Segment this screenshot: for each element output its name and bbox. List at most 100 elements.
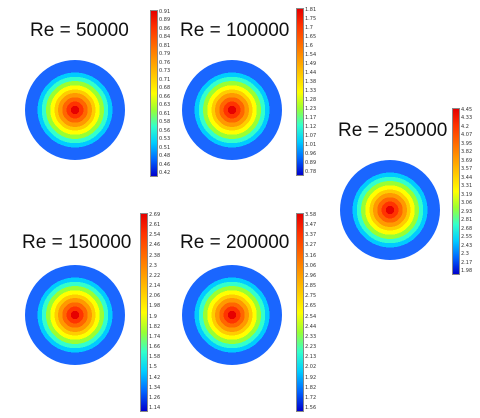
colorbar-tick-label: 1.07 — [305, 133, 317, 139]
colorbar-tick-label: 0.76 — [159, 59, 171, 66]
contour-disk-re-150000 — [25, 265, 125, 365]
colorbar-re-100000 — [296, 8, 304, 176]
colorbar-tick-label: 2.33 — [305, 333, 317, 340]
colorbar-tick-label: 3.58 — [305, 212, 317, 218]
colorbar-tick-label: 0.63 — [159, 102, 171, 109]
colorbar-tick-label: 2.17 — [461, 259, 473, 266]
colorbar-tick-label: 1.33 — [305, 88, 317, 94]
colorbar-tick-label: 0.61 — [159, 110, 171, 117]
contour-disk-re-250000 — [340, 160, 440, 260]
colorbar-tick-label: 1.01 — [305, 142, 317, 148]
colorbar-tick-label: 1.34 — [149, 384, 161, 391]
colorbar-tick-label: 1.66 — [149, 344, 161, 351]
colorbar-tick-label: 1.65 — [305, 34, 317, 40]
panel-label-re-50000: Re = 50000 — [30, 20, 129, 41]
colorbar-tick-label: 1.82 — [305, 384, 317, 391]
colorbar-tick-label: 1.92 — [305, 374, 317, 381]
colorbar-tick-label: 1.58 — [149, 354, 161, 361]
colorbar-tick-label: 2.54 — [149, 232, 161, 239]
colorbar-tick-label: 2.93 — [461, 208, 473, 215]
colorbar-tick-label: 1.54 — [305, 52, 317, 58]
colorbar-tick-label: 3.82 — [461, 149, 473, 156]
colorbar-tick-label: 1.82 — [149, 323, 161, 330]
colorbar-tick-label: 0.71 — [159, 76, 171, 83]
colorbar-tick-label: 1.23 — [305, 106, 317, 112]
colorbar-tick-label: 2.75 — [305, 293, 317, 300]
colorbar-tick-label: 3.69 — [461, 157, 473, 164]
panel-label-re-200000: Re = 200000 — [180, 232, 290, 253]
colorbar-tick-label: 3.19 — [461, 191, 473, 198]
colorbar-tick-label: 0.78 — [305, 169, 317, 175]
panel-label-re-100000: Re = 100000 — [180, 20, 290, 41]
colorbar-tick-label: 2.23 — [305, 344, 317, 351]
colorbar-tick-label: 1.81 — [305, 7, 317, 13]
colorbar-tick-label: 3.16 — [305, 252, 317, 259]
colorbar-tick-label: 0.66 — [159, 93, 171, 100]
colorbar-tick-label: 1.49 — [305, 61, 317, 67]
colorbar-tick-label: 2.06 — [149, 293, 161, 300]
colorbar-tick-label: 0.79 — [159, 51, 171, 58]
colorbar-tick-label: 3.31 — [461, 183, 473, 190]
colorbar-tick-label: 0.42 — [159, 170, 171, 176]
colorbar-tick-label: 3.95 — [461, 140, 473, 147]
colorbar-tick-label: 0.86 — [159, 25, 171, 32]
colorbar-tick-label: 0.53 — [159, 136, 171, 143]
colorbar-tick-label: 0.51 — [159, 144, 171, 151]
colorbar-re-150000 — [140, 213, 148, 412]
colorbar-tick-label: 2.81 — [461, 217, 473, 224]
colorbar-re-250000 — [452, 108, 460, 275]
colorbar-tick-label: 2.54 — [305, 313, 317, 320]
colorbar-tick-label: 4.2 — [461, 123, 469, 130]
colorbar-tick-label: 2.02 — [305, 364, 317, 371]
colorbar-tick-label: 2.14 — [149, 283, 161, 290]
colorbar-tick-label: 4.45 — [461, 107, 473, 113]
colorbar-tick-label: 2.68 — [461, 225, 473, 232]
colorbar-tick-label: 1.12 — [305, 124, 317, 130]
panel-label-re-250000: Re = 250000 — [338, 120, 448, 141]
colorbar-tick-label: 1.56 — [305, 405, 317, 411]
colorbar-tick-label: 0.84 — [159, 34, 171, 41]
colorbar-tick-label: 2.55 — [461, 234, 473, 241]
colorbar-tick-label: 1.98 — [149, 303, 161, 310]
colorbar-tick-label: 0.46 — [159, 161, 171, 168]
colorbar-tick-label: 1.26 — [149, 394, 161, 401]
colorbar-tick-label: 1.5 — [149, 364, 157, 371]
colorbar-tick-label: 0.68 — [159, 85, 171, 92]
colorbar-tick-label: 2.96 — [305, 272, 317, 279]
colorbar-tick-label: 1.28 — [305, 97, 317, 103]
colorbar-tick-label: 2.61 — [149, 222, 161, 229]
colorbar-tick-label: 1.38 — [305, 79, 317, 85]
colorbar-tick-label: 0.58 — [159, 119, 171, 126]
colorbar-tick-label: 3.06 — [461, 200, 473, 207]
colorbar-tick-label: 2.46 — [149, 242, 161, 249]
colorbar-tick-label: 1.44 — [305, 70, 317, 76]
colorbar-tick-label: 0.48 — [159, 153, 171, 160]
panel-label-re-150000: Re = 150000 — [22, 232, 132, 253]
colorbar-tick-label: 1.72 — [305, 394, 317, 401]
colorbar-tick-label: 4.33 — [461, 115, 473, 122]
colorbar-tick-label: 3.27 — [305, 242, 317, 249]
colorbar-tick-label: 2.3 — [149, 262, 157, 269]
colorbar-tick-label: 1.98 — [461, 268, 473, 274]
colorbar-tick-label: 3.06 — [305, 262, 317, 269]
colorbar-tick-label: 2.65 — [305, 303, 317, 310]
colorbar-tick-label: 2.3 — [461, 251, 469, 258]
colorbar-tick-label: 2.22 — [149, 272, 161, 279]
colorbar-tick-label: 1.75 — [305, 16, 317, 22]
contour-disk-re-100000 — [182, 60, 282, 160]
colorbar-re-50000 — [150, 10, 158, 177]
colorbar-tick-label: 2.13 — [305, 354, 317, 361]
colorbar-tick-label: 0.89 — [159, 17, 171, 24]
colorbar-tick-label: 3.44 — [461, 174, 473, 181]
colorbar-tick-label: 1.17 — [305, 115, 317, 121]
colorbar-tick-label: 2.38 — [149, 252, 161, 259]
colorbar-tick-label: 3.57 — [461, 166, 473, 173]
colorbar-tick-label: 1.9 — [149, 313, 157, 320]
colorbar-tick-label: 1.6 — [305, 43, 313, 49]
colorbar-re-200000 — [296, 213, 304, 412]
colorbar-tick-label: 0.91 — [159, 9, 171, 15]
colorbar-tick-label: 0.73 — [159, 68, 171, 75]
contour-disk-re-50000 — [25, 60, 125, 160]
colorbar-tick-label: 2.43 — [461, 242, 473, 249]
contour-disk-re-200000 — [182, 265, 282, 365]
